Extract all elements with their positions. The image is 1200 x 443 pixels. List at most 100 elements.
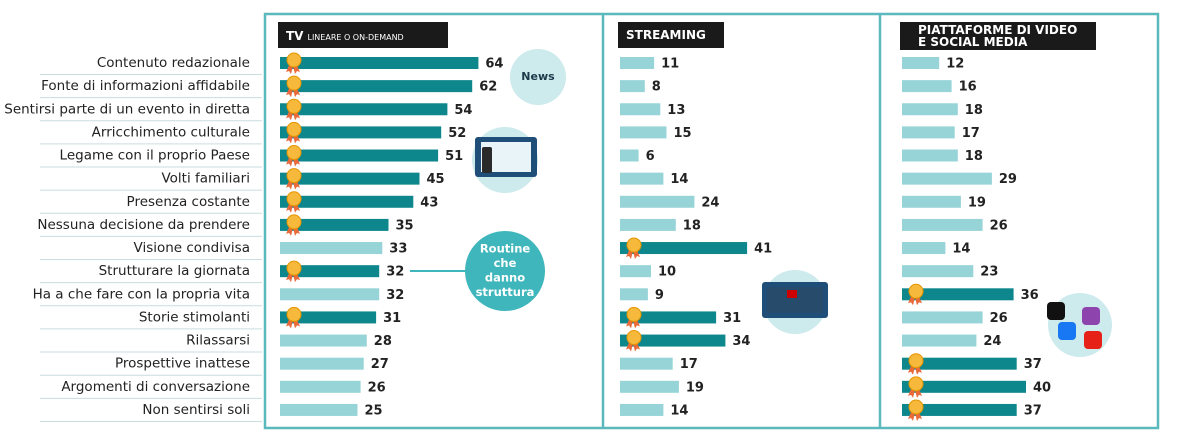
value-label: 33 <box>389 242 407 257</box>
value-label: 40 <box>1033 380 1051 395</box>
news-bubble <box>510 49 566 105</box>
category-label: Arricchimento culturale <box>92 124 250 140</box>
bar <box>902 172 992 185</box>
bar <box>902 149 958 162</box>
routine-bubble <box>465 231 545 311</box>
bar <box>280 265 380 278</box>
value-label: 62 <box>479 80 497 95</box>
category-label: Ha a che fare con la propria vita <box>33 286 250 302</box>
category-label: Non sentirsi soli <box>142 402 250 418</box>
value-label: 19 <box>968 195 986 210</box>
bar <box>620 311 717 324</box>
bar <box>280 172 420 185</box>
value-label: 13 <box>667 103 685 118</box>
value-label: 8 <box>652 80 661 95</box>
bar <box>902 334 977 347</box>
category-label: Legame con il proprio Paese <box>60 148 250 164</box>
category-label: Contenuto redazionale <box>97 55 250 71</box>
value-label: 34 <box>732 334 750 349</box>
bar <box>902 403 1017 416</box>
value-label: 15 <box>674 126 692 141</box>
value-label: 17 <box>962 126 980 141</box>
bar <box>620 126 667 139</box>
bar <box>620 380 679 393</box>
app-tile <box>787 290 797 298</box>
bar <box>280 195 414 208</box>
value-label: 18 <box>965 149 983 164</box>
bar <box>620 80 645 93</box>
bar <box>620 334 726 347</box>
panel-title-main: TV <box>286 29 304 43</box>
value-label: 18 <box>965 103 983 118</box>
value-label: 11 <box>661 57 679 72</box>
bar <box>280 103 448 116</box>
value-label: 24 <box>983 334 1001 349</box>
bar <box>280 218 389 231</box>
value-label: 14 <box>670 172 688 187</box>
news-label: News <box>521 70 555 83</box>
category-label: Rilassarsi <box>186 333 250 349</box>
medal <box>286 75 302 91</box>
bar <box>902 265 974 278</box>
value-label: 26 <box>368 380 386 395</box>
bar <box>280 149 439 162</box>
bar <box>902 357 1017 370</box>
value-label: 27 <box>371 357 389 372</box>
bar <box>902 57 940 69</box>
panel-title: PIATTAFORME DI VIDEO E SOCIAL MEDIA <box>900 22 1096 50</box>
bar <box>620 195 695 208</box>
medal <box>908 376 924 392</box>
category-label: Prospettive inattese <box>115 356 250 372</box>
value-label: 36 <box>1021 288 1039 303</box>
bar <box>902 311 983 324</box>
category-label: Presenza costante <box>127 194 250 210</box>
value-label: 52 <box>448 126 466 141</box>
medal <box>286 260 302 276</box>
bar <box>280 126 442 139</box>
twitch-icon <box>1082 307 1100 325</box>
bar <box>902 380 1026 393</box>
value-label: 43 <box>420 195 438 210</box>
medal <box>286 121 302 137</box>
category-label: Argomenti di conversazione <box>61 379 250 395</box>
value-label: 23 <box>980 265 998 280</box>
bar <box>902 218 983 231</box>
bar <box>280 311 377 324</box>
panel-subtitle: LINEARE O ON-DEMAND <box>307 33 404 42</box>
value-label: 31 <box>383 311 401 326</box>
bar <box>620 242 748 255</box>
category-label: Nessuna decisione da prendere <box>37 217 250 233</box>
bar <box>620 288 648 301</box>
bar <box>902 288 1014 301</box>
value-label: 32 <box>386 265 404 280</box>
bar <box>620 357 673 370</box>
panel-title: STREAMING <box>618 22 724 48</box>
bar <box>620 172 664 185</box>
bar <box>280 334 367 347</box>
category-label: Sentirsi parte di un evento in diretta <box>4 101 250 117</box>
medal <box>286 98 302 114</box>
value-label: 10 <box>658 265 676 280</box>
medal <box>286 214 302 230</box>
value-label: 54 <box>454 103 472 118</box>
value-label: 26 <box>990 218 1008 233</box>
bar <box>280 380 361 393</box>
value-label: 6 <box>646 149 655 164</box>
routine-label: Routine <box>480 242 531 256</box>
value-label: 28 <box>374 334 392 349</box>
remote <box>482 147 492 173</box>
value-label: 31 <box>723 311 741 326</box>
medal <box>626 306 642 322</box>
medal <box>626 237 642 253</box>
bar <box>902 195 961 208</box>
value-label: 18 <box>683 218 701 233</box>
value-label: 37 <box>1024 403 1042 418</box>
bar <box>902 126 955 139</box>
bar <box>280 403 358 416</box>
youtube-icon <box>1084 331 1102 349</box>
category-label: Fonte di informazioni affidabile <box>41 78 250 94</box>
value-label: 64 <box>485 57 503 72</box>
bar <box>620 265 651 278</box>
value-label: 41 <box>754 242 772 257</box>
